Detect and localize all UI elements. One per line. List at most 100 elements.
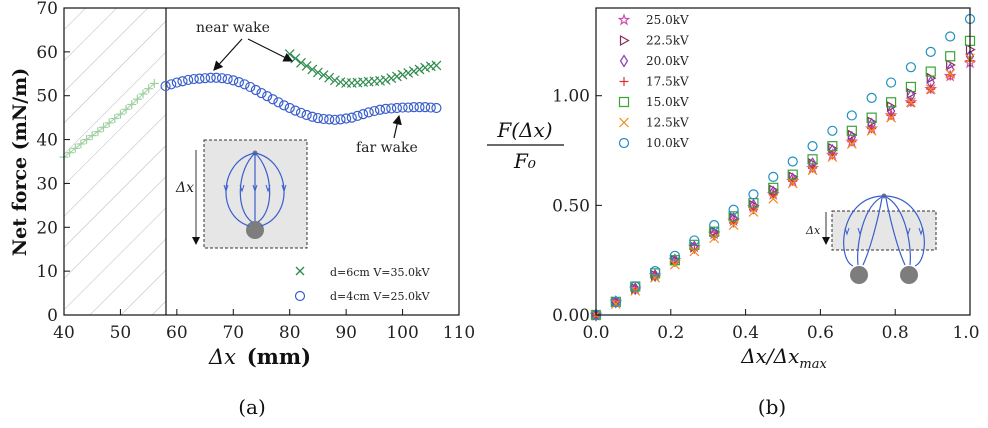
y-tick-label: 30	[36, 174, 58, 194]
legend-label: 20.0kV	[646, 54, 689, 68]
data-point	[885, 77, 897, 88]
series-1	[284, 49, 442, 88]
inset-arrow	[265, 184, 271, 193]
data-point	[374, 104, 386, 115]
data-point	[709, 233, 720, 244]
legend-marker	[618, 96, 630, 108]
y-tick-label: 40	[36, 131, 58, 151]
data-point	[144, 84, 154, 94]
data-point	[222, 73, 233, 85]
inset-arrow	[281, 184, 287, 193]
data-point	[827, 125, 838, 136]
y-tick-label: 70	[36, 0, 58, 19]
data-point	[313, 67, 323, 78]
data-point	[341, 113, 352, 124]
panel-a-label: (a)	[238, 395, 266, 419]
data-point	[70, 143, 80, 153]
legend-label-series-2: d=4cm V=25.0kV	[330, 290, 431, 303]
panel-b-label: (b)	[758, 395, 786, 419]
x-tick-label: 80	[279, 323, 301, 343]
x-tick-label: 1.0	[952, 323, 979, 343]
legend-label-series-1: d=6cm V=35.0kV	[330, 266, 431, 279]
y-tick-label: 0.50	[552, 196, 590, 216]
series-2	[160, 72, 442, 125]
data-point	[905, 62, 917, 73]
y-tick-label: 0.00	[552, 306, 590, 326]
data-point	[945, 51, 956, 62]
data-point	[787, 178, 798, 189]
data-point	[199, 73, 211, 84]
data-point	[709, 226, 720, 237]
data-point	[905, 81, 917, 93]
panel-b-xlabel: Δx/Δxmax	[740, 344, 827, 372]
data-point	[386, 73, 397, 84]
legend-label: 15.0kV	[646, 95, 689, 109]
data-point	[296, 57, 306, 68]
data-point	[166, 79, 177, 90]
x-tick-label: 70	[222, 323, 244, 343]
legend-label: 10.0kV	[646, 136, 689, 150]
inset-collector-right	[900, 266, 918, 284]
data-point	[295, 107, 307, 118]
data-point	[630, 281, 641, 292]
series-12.5kV	[591, 53, 975, 320]
data-point	[160, 80, 171, 92]
data-point	[787, 169, 798, 180]
inset-field-line	[239, 152, 256, 223]
data-point	[425, 102, 436, 113]
x-tick-label: 0.8	[882, 323, 909, 343]
inset-collector-left	[850, 266, 868, 284]
data-point	[284, 49, 295, 59]
inset-arrow	[857, 227, 863, 236]
data-point	[925, 84, 936, 95]
inset-field-line	[225, 152, 256, 227]
series-10.0kV	[590, 13, 976, 321]
inset-field-line	[843, 195, 885, 267]
data-point	[650, 268, 660, 283]
data-point	[380, 103, 391, 114]
data-point	[414, 64, 425, 75]
panel-a-xlabel-symbol: Δx	[208, 345, 236, 369]
y-tick-label: 50	[36, 87, 58, 107]
data-point	[357, 109, 369, 120]
x-tick-label: 0.6	[807, 323, 834, 343]
data-point	[397, 102, 408, 113]
data-point	[728, 211, 739, 222]
panel-b-legend: 25.0kV 22.5kV 20.0kV 17.5kV 15.0kV 12.5kV 10.0…	[617, 13, 689, 150]
data-point	[267, 94, 278, 105]
inset-field-line	[883, 195, 911, 266]
data-point	[284, 102, 295, 114]
data-point	[905, 97, 916, 108]
data-point	[610, 299, 621, 309]
near-wake-arrow	[247, 38, 294, 62]
data-point	[611, 295, 621, 309]
x-tick-label: 0.2	[657, 323, 684, 343]
panel-b-ylabel-denominator: F₀	[513, 149, 536, 173]
data-point	[945, 31, 956, 42]
data-point	[689, 235, 700, 246]
data-point	[866, 92, 877, 104]
data-point	[228, 75, 239, 86]
data-point	[250, 84, 261, 96]
legend-marker-x	[295, 266, 305, 276]
data-point	[329, 75, 340, 86]
data-point	[886, 112, 897, 123]
data-point	[420, 102, 431, 113]
data-point	[768, 193, 779, 204]
data-point	[787, 156, 798, 167]
data-point	[669, 250, 681, 261]
data-point	[689, 246, 700, 257]
near-wake-label: near wake	[196, 20, 270, 36]
data-point	[205, 72, 216, 83]
data-point	[87, 131, 97, 141]
data-point	[65, 148, 75, 158]
data-point	[748, 189, 759, 200]
data-point	[768, 189, 778, 199]
data-point	[807, 154, 818, 165]
data-point	[363, 107, 374, 118]
x-tick-label: 60	[166, 323, 188, 343]
legend-marker-circle	[294, 290, 306, 302]
data-point	[104, 118, 114, 128]
data-point	[866, 112, 877, 123]
